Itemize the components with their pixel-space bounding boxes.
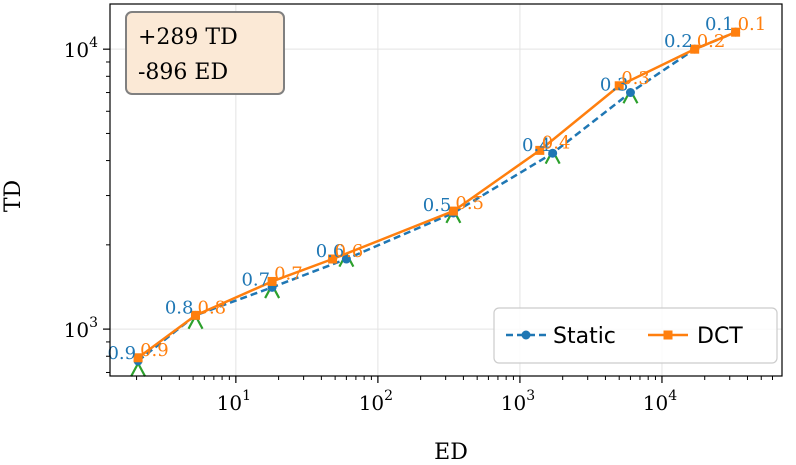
point-label-dct: 0.9 [140, 340, 169, 361]
point-label-dct: 0.6 [335, 241, 364, 262]
data-point-dct [535, 145, 545, 155]
point-label-dct: 0.4 [542, 132, 571, 153]
data-point-static [341, 254, 351, 264]
series-line-static [137, 31, 737, 362]
point-label-static: 0.3 [600, 75, 629, 96]
legend: Static DCT [493, 307, 778, 364]
point-label-static: 0.1 [705, 14, 734, 35]
point-label-dct: 0.5 [455, 193, 484, 214]
x-tick-label: 102 [359, 388, 393, 415]
point-label-dct: 0.8 [198, 297, 227, 318]
point-label-static: 0.6 [316, 241, 345, 262]
point-label-dct: 0.7 [274, 263, 303, 284]
y-tick-label: 104 [64, 35, 98, 62]
point-label-static: 0.2 [664, 31, 693, 52]
legend-static-label: Static [553, 324, 616, 349]
point-label-static: 0.8 [165, 297, 194, 318]
data-point-dct [133, 353, 143, 363]
x-axis-title: ED [434, 440, 468, 465]
legend-static-marker [521, 330, 531, 340]
annotation-line-2: -896 ED [138, 60, 228, 85]
point-label-static: 0.5 [423, 195, 452, 216]
data-point-dct [614, 81, 624, 91]
point-label-dct: 0.3 [621, 68, 650, 89]
x-tick-label: 103 [501, 388, 535, 415]
data-point-static [548, 148, 558, 158]
x-marker-stroke [137, 362, 147, 377]
data-point-dct [191, 310, 201, 320]
point-label-dct: 0.2 [697, 31, 726, 52]
point-label-static: 0.9 [107, 343, 136, 364]
annotation-line-1: +289 TD [138, 25, 238, 50]
data-point-dct [267, 276, 277, 286]
y-tick-label: 103 [64, 315, 98, 342]
point-label-static: 0.7 [241, 269, 270, 290]
point-label-dct: 0.1 [738, 14, 767, 35]
point-label-static: 0.4 [522, 135, 551, 156]
data-point-x-marker [130, 362, 147, 377]
x-tick-label: 104 [643, 388, 677, 415]
data-point-dct [328, 254, 338, 264]
x-marker-stroke [130, 362, 140, 377]
y-axis-title: TD [1, 180, 26, 212]
data-point-dct [731, 27, 741, 37]
data-point-dct [448, 206, 458, 216]
series-layer [130, 27, 741, 377]
legend-dct-marker [663, 330, 673, 340]
point-labels: 0.90.80.70.60.50.40.30.20.10.90.80.70.60… [107, 14, 766, 364]
legend-dct-label: DCT [697, 324, 743, 349]
data-point-dct [690, 44, 700, 54]
x-tick-label: 101 [217, 388, 251, 415]
data-point-static [625, 88, 635, 98]
annotation-box: +289 TD -896 ED [125, 11, 285, 95]
